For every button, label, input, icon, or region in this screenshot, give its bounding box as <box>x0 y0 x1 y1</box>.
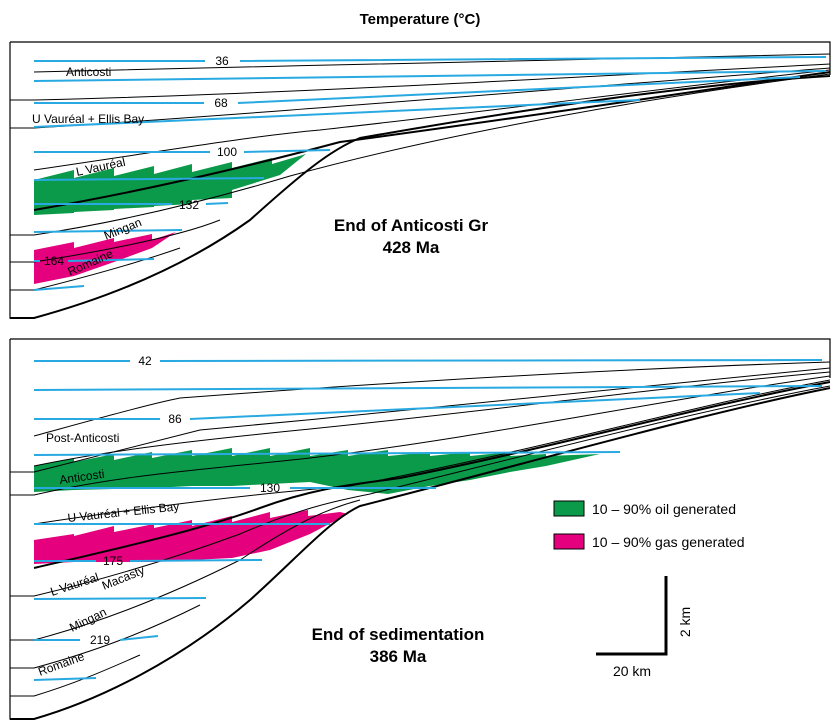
bottom-isotherm-175-line <box>34 559 263 562</box>
top-isotherm-label-132: 132 <box>179 198 199 212</box>
top-gas-window <box>34 232 176 284</box>
top-isotherm-c <box>33 177 265 181</box>
top-panel: 36 68 100 132 164 Anticosti U Vauréal + … <box>9 41 831 319</box>
top-horizon-6 <box>10 73 831 236</box>
top-horizon-5 <box>33 71 831 211</box>
legend-gas-swatch <box>553 533 585 550</box>
top-caption-age: 428 Ma <box>383 238 440 257</box>
scale-bar-lines <box>596 576 668 656</box>
bottom-caption-age: 386 Ma <box>370 647 427 666</box>
top-unit-anticosti: Anticosti <box>66 65 111 79</box>
bottom-unit-l-vaureal: L Vauréal <box>49 570 101 599</box>
bottom-panel: 42 86 130 175 219 Post-Anticosti Anticos… <box>9 338 831 720</box>
bottom-isotherm-b <box>33 451 621 456</box>
top-unit-u-vaureal: U Vauréal + Ellis Bay <box>32 112 144 126</box>
bottom-unit-mingan: Mingan <box>67 605 109 635</box>
bottom-horizon-base <box>10 387 831 720</box>
bottom-horizon-7 <box>10 385 831 597</box>
bottom-unit-romaine: Romaine <box>36 649 86 679</box>
legend-oil-swatch <box>553 500 585 517</box>
top-horizon-7 <box>10 219 221 263</box>
top-isotherm-label-68: 68 <box>214 96 228 110</box>
top-horizon-4 <box>33 69 831 171</box>
bottom-isotherm-86-line <box>34 392 761 420</box>
bottom-unit-u-vaureal: U Vauréal + Ellis Bay <box>67 499 180 525</box>
scale-horizontal-label: 20 km <box>613 663 651 679</box>
top-isotherm-164-line <box>34 258 155 262</box>
bottom-horizon-10 <box>10 654 141 697</box>
bottom-isotherm-a <box>33 385 823 391</box>
top-oil-window <box>34 154 306 215</box>
top-isotherm-d <box>33 229 183 233</box>
legend-gas-label: 10 – 90% gas generated <box>592 534 745 550</box>
top-isotherm-e <box>33 285 85 291</box>
top-isotherm-132-line <box>34 202 229 205</box>
legend: 10 – 90% oil generated 10 – 90% gas gene… <box>553 500 745 550</box>
top-isotherm-100-line <box>34 149 331 153</box>
scale-vertical-label: 2 km <box>677 607 693 637</box>
top-horizon-2 <box>10 63 831 101</box>
bottom-isotherm-label-86: 86 <box>168 412 182 426</box>
bottom-oil-window <box>34 448 600 494</box>
legend-oil-label: 10 – 90% oil generated <box>592 501 736 517</box>
top-isotherm-36-line <box>34 56 827 62</box>
bottom-unit-anticosti: Anticosti <box>58 467 105 487</box>
bottom-isotherm-label-175: 175 <box>103 554 123 568</box>
top-isotherm-68-line <box>34 76 801 104</box>
top-isotherm-label-100: 100 <box>217 145 237 159</box>
top-horizon-8 <box>10 247 181 291</box>
top-isotherm-b <box>33 99 641 128</box>
bottom-isotherm-label-42: 42 <box>138 354 152 368</box>
bottom-isotherm-label-219: 219 <box>90 633 110 647</box>
diagram-title: Temperature (°C) <box>360 11 481 28</box>
bottom-caption-title: End of sedimentation <box>312 625 485 644</box>
bottom-horizon-5 <box>33 379 831 525</box>
top-horizon-base <box>10 75 831 319</box>
top-isotherm-label-36: 36 <box>215 54 229 68</box>
bottom-horizon-6 <box>33 381 831 569</box>
bottom-horizon-3 <box>33 371 831 467</box>
top-caption-title: End of Anticosti Gr <box>334 216 489 235</box>
bottom-horizon-1 <box>33 361 831 437</box>
bottom-isotherm-e <box>33 677 97 681</box>
bottom-isotherm-219-line <box>34 635 159 641</box>
bottom-unit-post-anticosti: Post-Anticosti <box>46 431 119 445</box>
bottom-isotherm-42-line <box>34 359 823 362</box>
top-isotherm-a <box>33 70 827 82</box>
scale-bar: 2 km 20 km <box>596 576 693 679</box>
bottom-horizon-8 <box>10 499 361 641</box>
bottom-isotherm-label-130: 130 <box>260 481 280 495</box>
bottom-horizon-9 <box>10 604 201 669</box>
top-horizon-1 <box>33 53 831 73</box>
bottom-isotherm-d <box>33 597 207 600</box>
top-isotherm-label-164: 164 <box>44 254 64 268</box>
